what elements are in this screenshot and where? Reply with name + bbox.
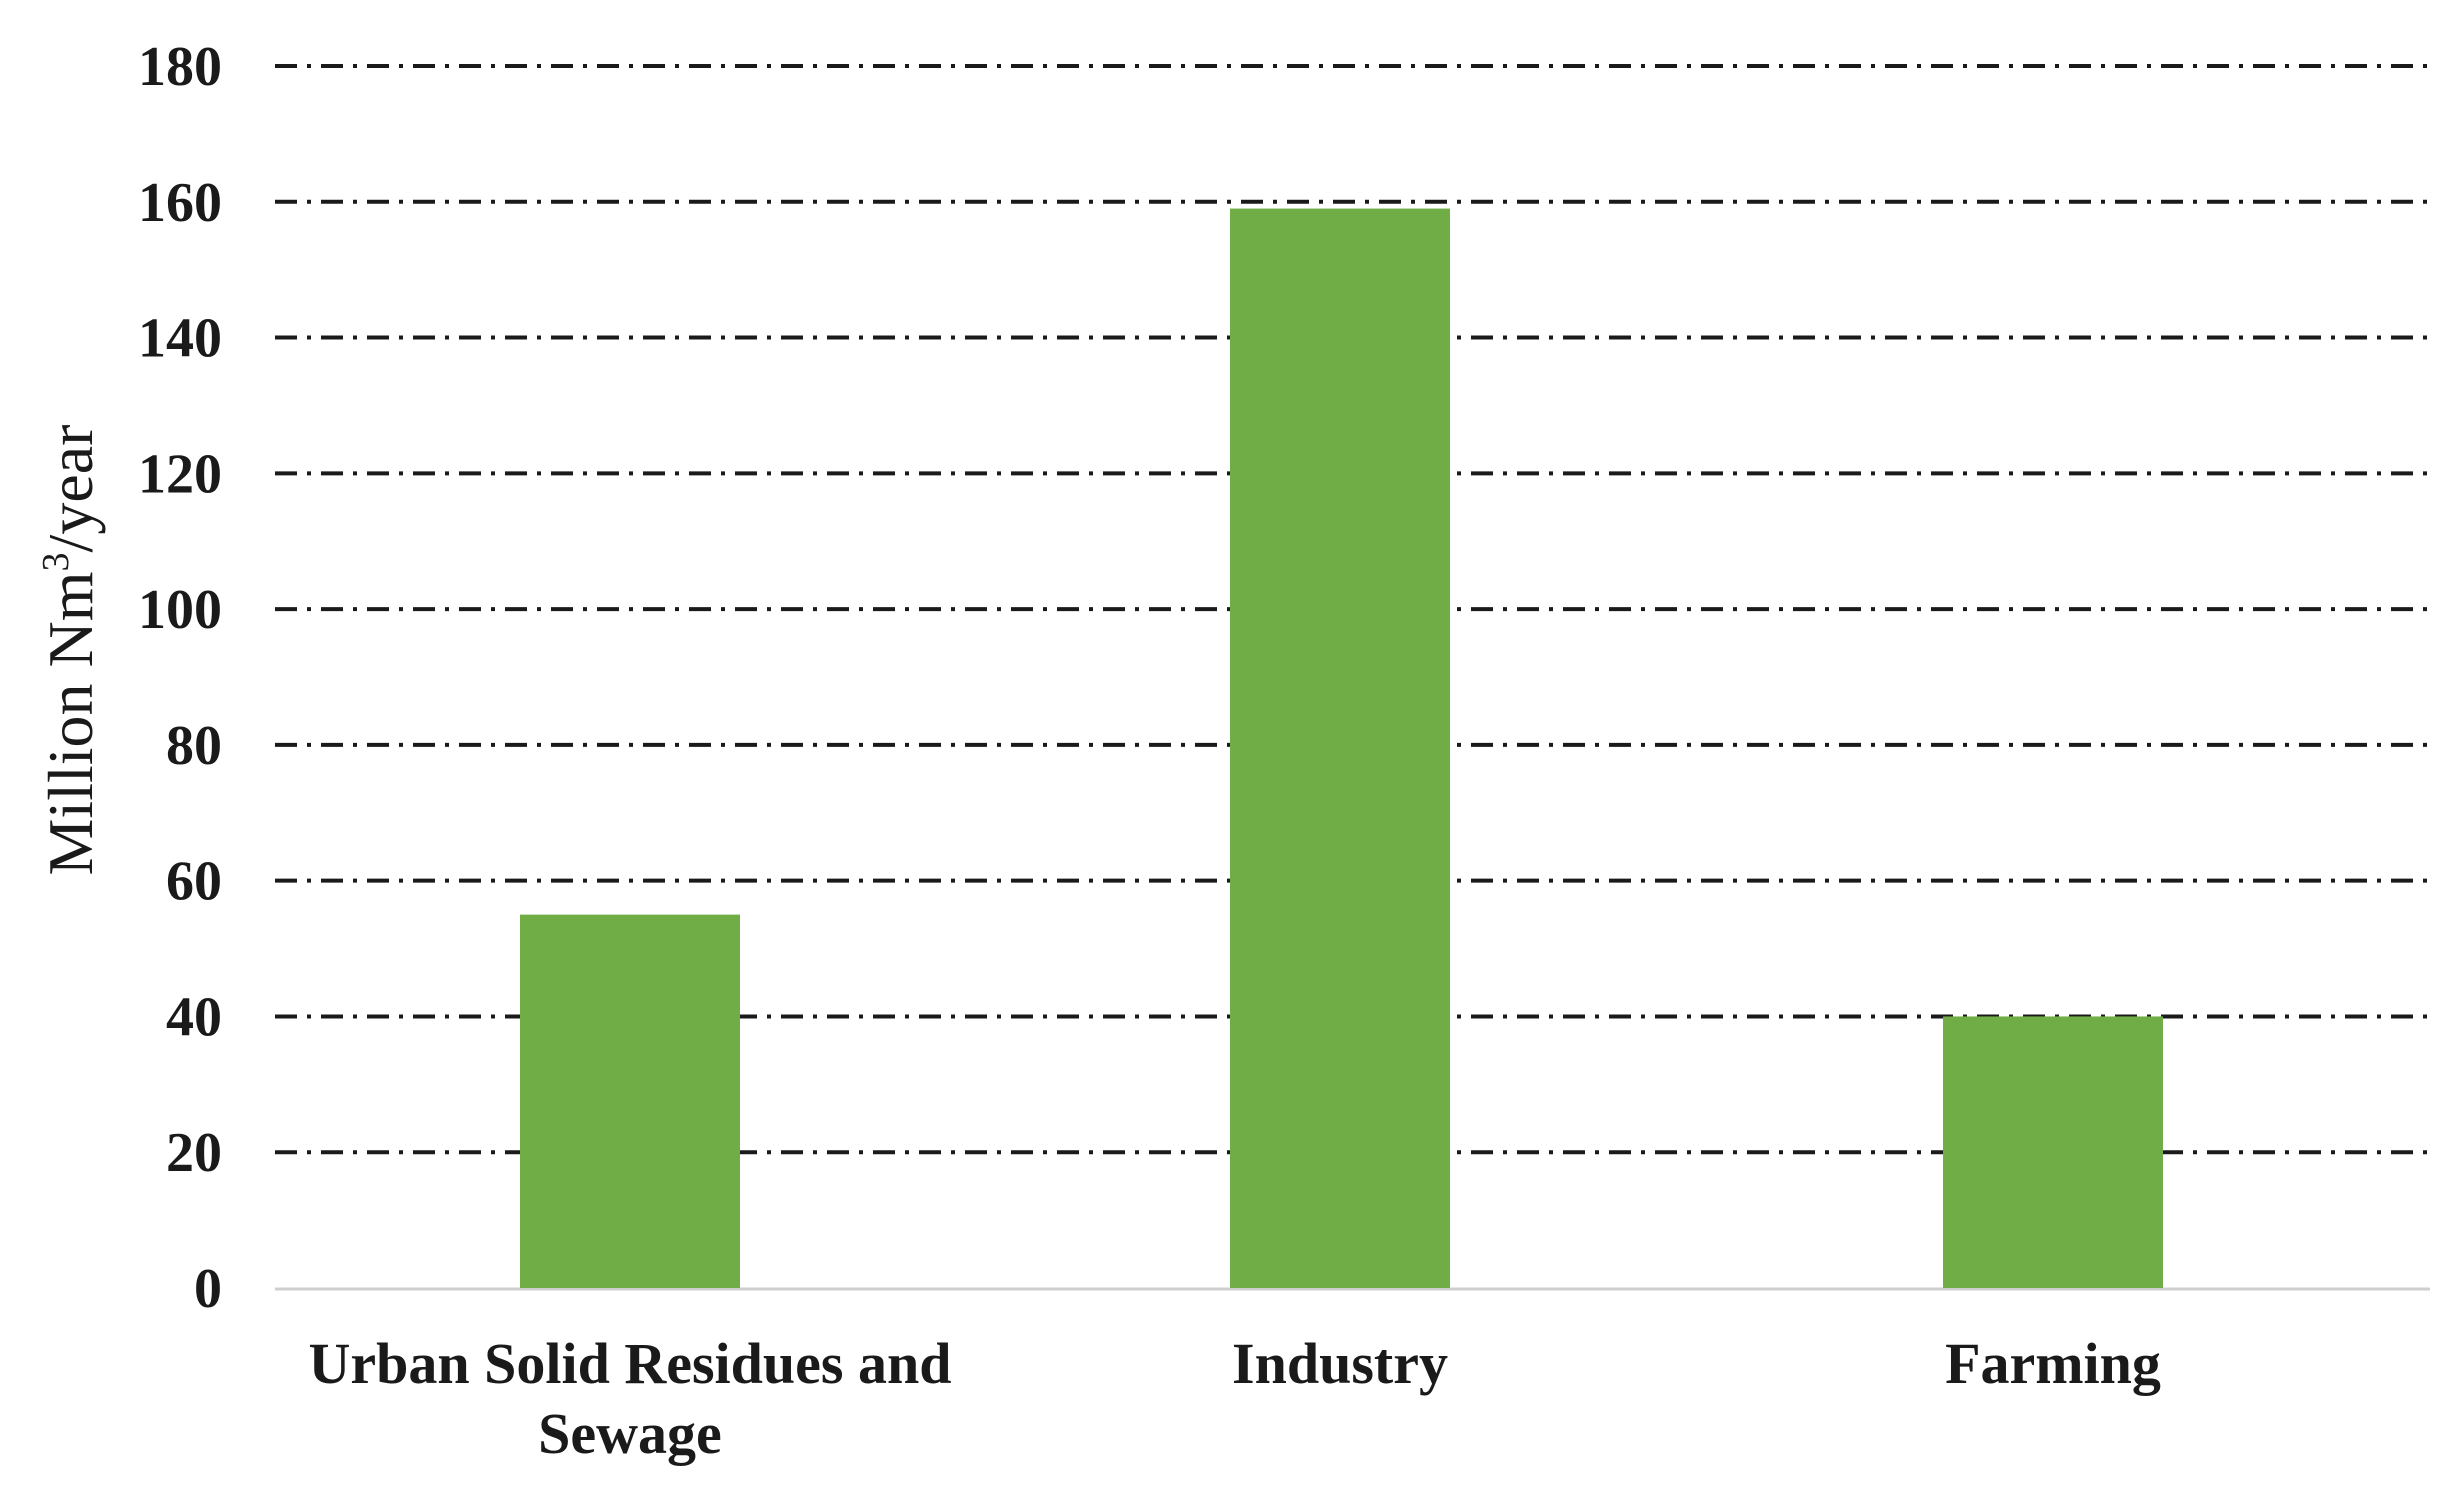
- bar: [1230, 208, 1450, 1289]
- y-tick-label: 180: [138, 36, 222, 98]
- x-category-label: Industry: [1232, 1331, 1448, 1396]
- y-axis-title-superscript: 3: [35, 552, 77, 571]
- x-axis-categories: Urban Solid Residues and Sewage Industry Fa…: [308, 1331, 2160, 1466]
- y-tick-label: 60: [166, 851, 222, 913]
- x-category-label-line: Industry: [1232, 1331, 1448, 1396]
- y-axis-title: Million Nm3/year: [35, 425, 106, 876]
- bars: [520, 208, 2163, 1289]
- y-tick-label: 160: [138, 172, 222, 234]
- x-category-label-line: Urban Solid Residues and: [308, 1331, 951, 1396]
- y-tick-label: 0: [194, 1258, 222, 1320]
- y-axis-ticks: 0 20 40 60 80 100 120 140 160 180: [138, 36, 222, 1320]
- bar: [520, 914, 740, 1288]
- y-tick-label: 80: [166, 715, 222, 777]
- y-tick-label: 20: [166, 1122, 222, 1184]
- y-axis-title-main: Million Nm: [35, 571, 106, 875]
- y-tick-label: 140: [138, 308, 222, 370]
- x-category-label-line: Farming: [1945, 1331, 2161, 1396]
- y-tick-label: 40: [166, 986, 222, 1048]
- x-category-label: Farming: [1945, 1331, 2161, 1396]
- x-category-label: Urban Solid Residues and Sewage: [308, 1331, 951, 1466]
- y-tick-label: 100: [138, 579, 222, 641]
- y-tick-label: 120: [138, 443, 222, 505]
- x-category-label-line: Sewage: [538, 1401, 722, 1466]
- bar: [1943, 1016, 2163, 1288]
- y-axis-title-tail: /year: [35, 425, 106, 553]
